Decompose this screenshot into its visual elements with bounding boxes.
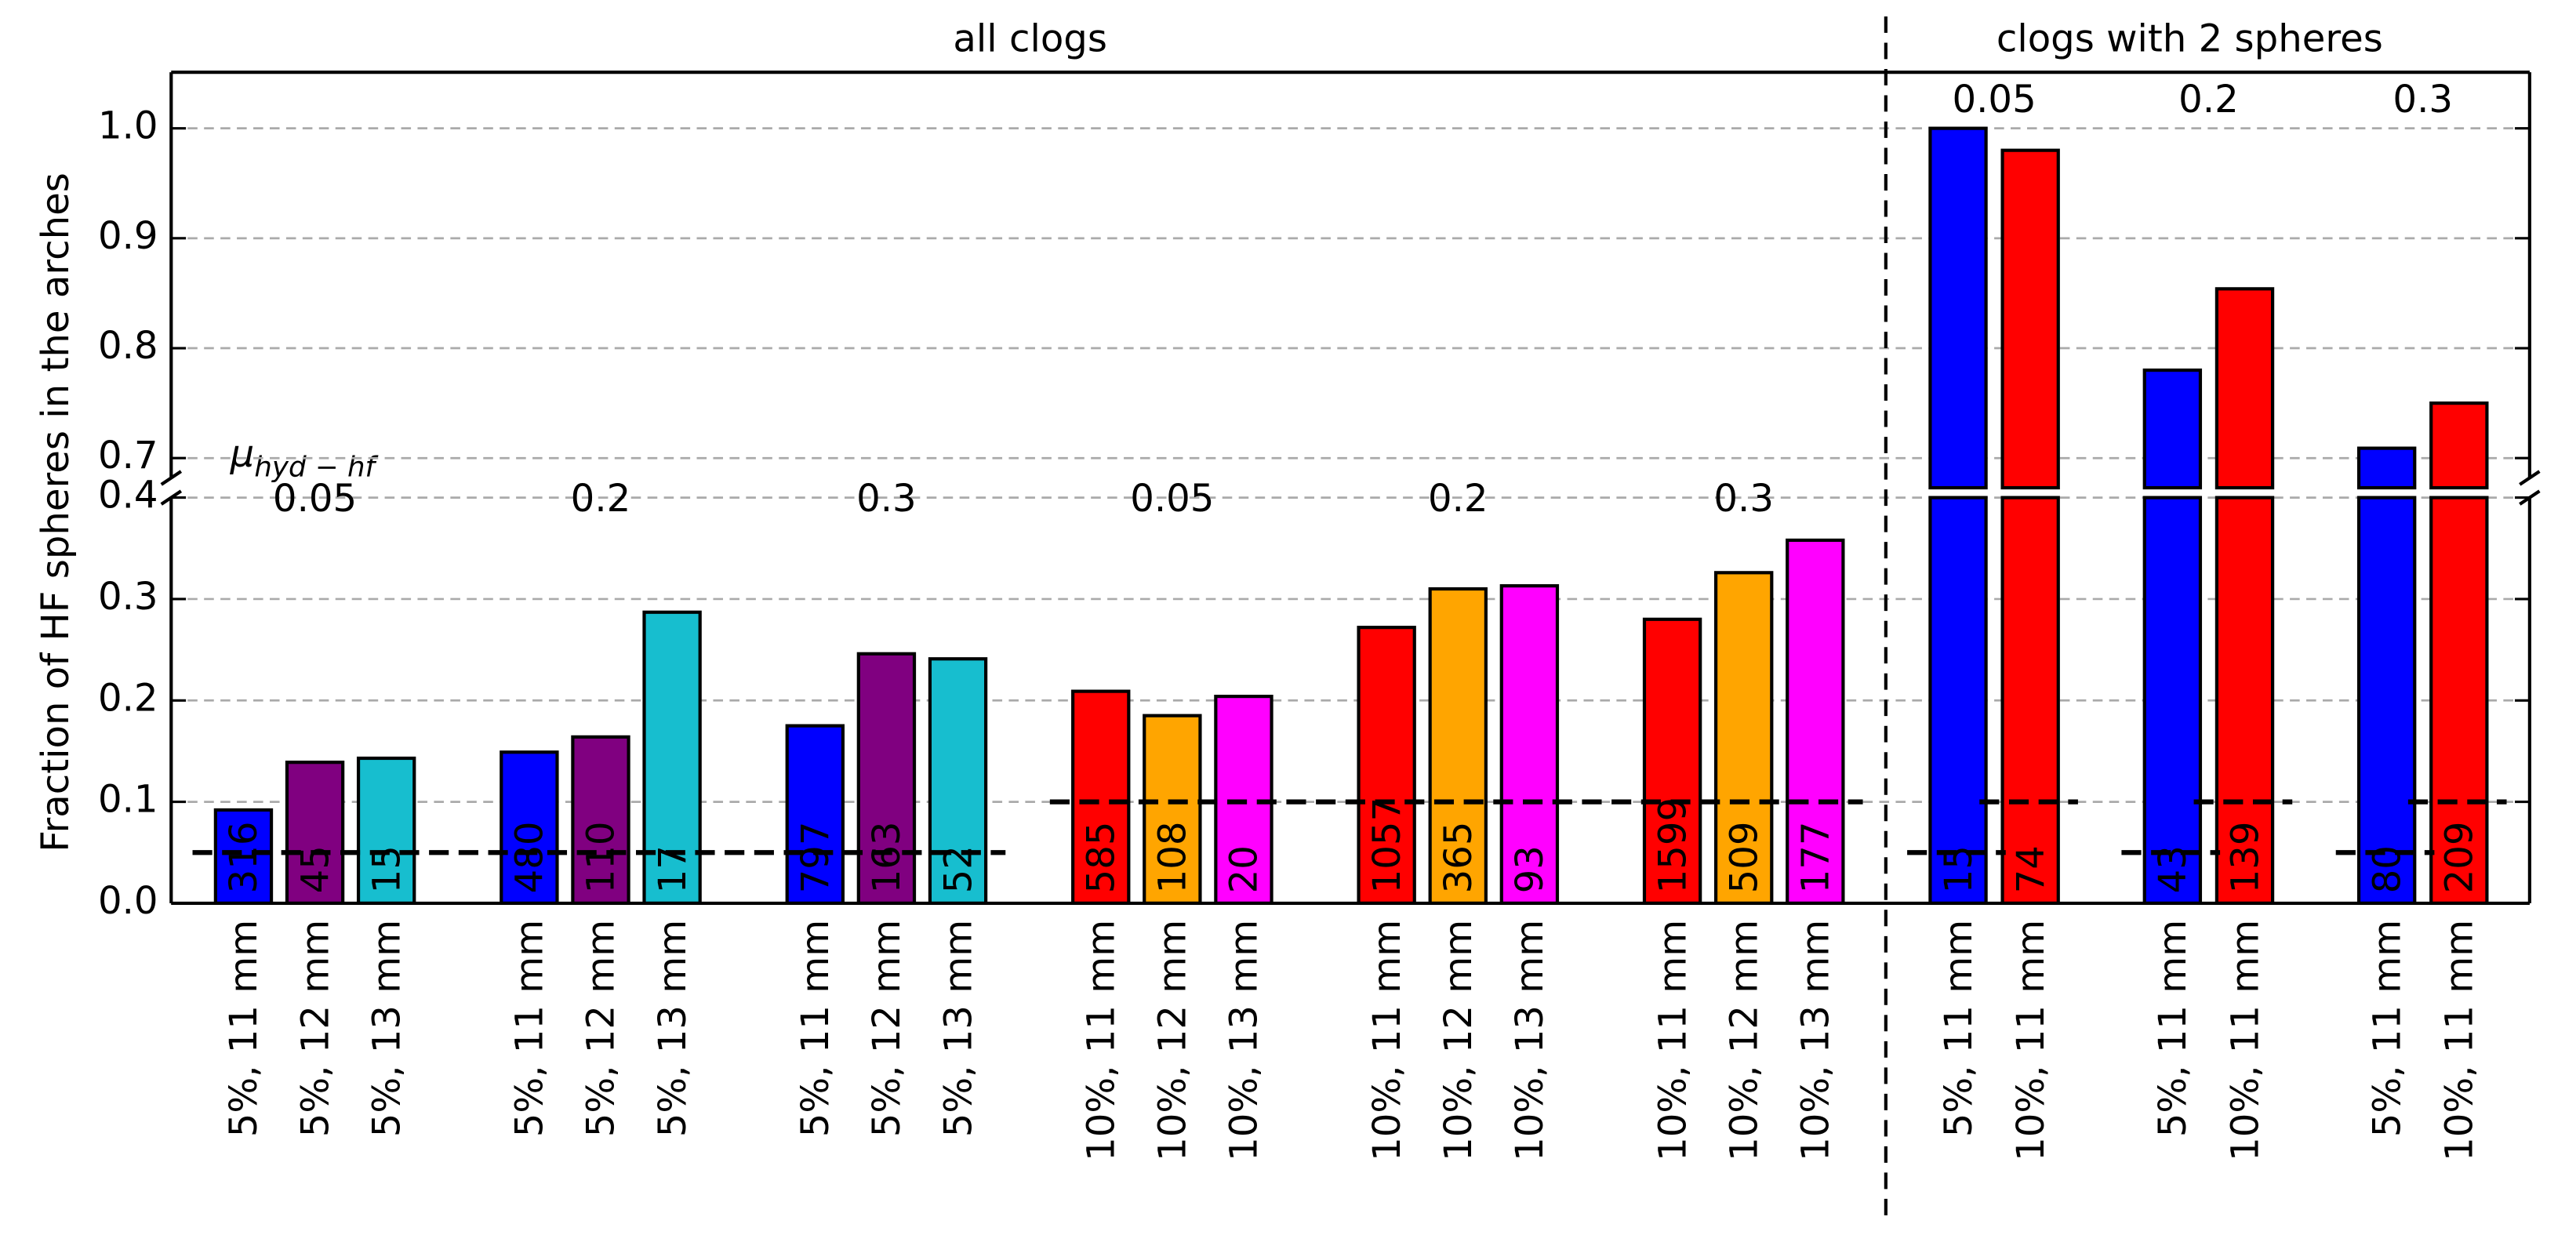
bar xyxy=(213,808,274,906)
y-axis-label: Fraction of HF spheres in the arches xyxy=(34,173,78,852)
count-label: 177 xyxy=(1794,821,1838,893)
bar xyxy=(1357,626,1416,906)
bar xyxy=(928,657,988,906)
count-label: 93 xyxy=(1508,845,1552,893)
group-label: 0.3 xyxy=(2393,78,2453,122)
group-label: 0.2 xyxy=(1428,477,1488,521)
group-label: 0.05 xyxy=(1130,477,1214,521)
annotation-symbol: μ xyxy=(230,432,255,476)
bar xyxy=(1428,587,1488,906)
bar xyxy=(2000,496,2060,906)
count-label: 365 xyxy=(1437,821,1481,893)
bar xyxy=(856,652,917,906)
x-tick-label: 5%, 11 mm xyxy=(508,920,552,1137)
count-label: 316 xyxy=(222,821,266,893)
y-tick-label: 0.2 xyxy=(98,676,158,720)
count-label: 20 xyxy=(1223,845,1266,893)
x-tick-label: 10%, 12 mm xyxy=(1437,920,1481,1161)
section-title: all clogs xyxy=(953,16,1107,60)
bar xyxy=(2356,496,2417,906)
annotation: μhyd − hf xyxy=(230,432,380,484)
x-tick-label: 5%, 11 mm xyxy=(2365,920,2409,1137)
count-label: 797 xyxy=(794,821,837,893)
y-tick-label: 0.8 xyxy=(98,324,158,368)
group-label: 0.05 xyxy=(1952,78,2036,122)
bar xyxy=(2214,287,2275,490)
bar xyxy=(2142,496,2203,906)
x-tick-label: 5%, 13 mm xyxy=(651,920,695,1137)
x-tick-label: 5%, 12 mm xyxy=(293,920,337,1137)
bar xyxy=(285,761,345,906)
y-tick-label: 0.0 xyxy=(98,879,158,923)
y-tick-label: 1.0 xyxy=(98,104,158,148)
bar xyxy=(1928,496,1988,906)
bar xyxy=(1714,571,1774,906)
count-label: 139 xyxy=(2223,821,2267,893)
x-tick-label: 5%, 11 mm xyxy=(794,920,837,1137)
bar xyxy=(1786,538,1845,906)
group-label: 0.3 xyxy=(856,477,917,521)
count-label: 209 xyxy=(2438,821,2482,893)
y-tick-label: 0.7 xyxy=(98,434,158,478)
x-tick-label: 10%, 11 mm xyxy=(2223,920,2267,1161)
bar xyxy=(1928,126,1988,490)
bar xyxy=(2429,401,2489,490)
count-label: 163 xyxy=(865,821,909,893)
bar xyxy=(1071,689,1131,906)
x-tick-label: 10%, 13 mm xyxy=(1794,920,1838,1161)
axis-break xyxy=(2519,470,2541,486)
count-label: 1057 xyxy=(1365,797,1409,894)
count-label: 480 xyxy=(508,821,552,893)
x-tick-label: 5%, 11 mm xyxy=(1937,920,1981,1137)
y-tick-label: 0.4 xyxy=(98,474,158,518)
group-label: 0.05 xyxy=(273,477,357,521)
x-tick-label: 5%, 13 mm xyxy=(936,920,980,1137)
axis-break xyxy=(160,489,183,506)
bar xyxy=(356,756,416,906)
count-label: 74 xyxy=(2009,845,2053,893)
count-label: 108 xyxy=(1151,821,1195,893)
axis-break xyxy=(2519,489,2541,506)
count-label: 110 xyxy=(580,821,623,893)
x-tick-label: 10%, 12 mm xyxy=(1151,920,1195,1161)
bar xyxy=(571,735,630,906)
group-label: 0.2 xyxy=(571,477,631,521)
bar xyxy=(1143,714,1202,906)
bar xyxy=(2142,368,2203,490)
x-tick-label: 10%, 11 mm xyxy=(2438,920,2482,1161)
axis-break xyxy=(160,470,183,486)
bar xyxy=(785,724,845,906)
bar xyxy=(2429,496,2489,906)
bar xyxy=(1499,584,1560,906)
section-title: clogs with 2 spheres xyxy=(1996,16,2383,60)
bar xyxy=(2356,446,2417,490)
x-tick-label: 10%, 13 mm xyxy=(1508,920,1552,1161)
group-label: 0.3 xyxy=(1713,477,1774,521)
group-label: 0.2 xyxy=(2178,78,2239,122)
x-tick-label: 10%, 11 mm xyxy=(2009,920,2053,1161)
annotation-subscript: hyd − hf xyxy=(254,451,379,483)
bar xyxy=(2000,148,2060,490)
bar xyxy=(2214,496,2275,906)
x-tick-label: 5%, 11 mm xyxy=(222,920,266,1137)
x-tick-label: 5%, 13 mm xyxy=(365,920,409,1137)
count-label: 585 xyxy=(1079,821,1123,893)
y-tick-label: 0.9 xyxy=(98,214,158,258)
x-tick-label: 10%, 12 mm xyxy=(1722,920,1766,1161)
x-tick-label: 10%, 11 mm xyxy=(1079,920,1123,1161)
x-tick-label: 5%, 11 mm xyxy=(2151,920,2195,1137)
x-tick-label: 10%, 13 mm xyxy=(1223,920,1266,1161)
count-label: 509 xyxy=(1722,821,1766,893)
x-tick-label: 10%, 11 mm xyxy=(1365,920,1409,1161)
count-label: 1599 xyxy=(1651,797,1695,894)
x-tick-label: 10%, 11 mm xyxy=(1651,920,1695,1161)
bar xyxy=(500,750,559,906)
x-tick-label: 5%, 12 mm xyxy=(580,920,623,1137)
y-tick-label: 0.1 xyxy=(98,778,158,822)
y-tick-label: 0.3 xyxy=(98,575,158,619)
x-tick-label: 5%, 12 mm xyxy=(865,920,909,1137)
